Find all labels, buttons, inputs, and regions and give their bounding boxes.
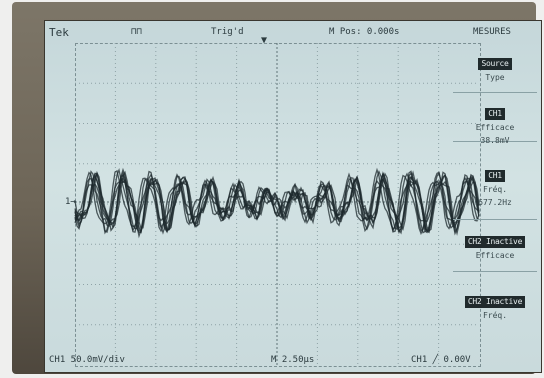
menu-separator xyxy=(453,219,537,220)
menu-reading: 677.2Hz xyxy=(478,198,512,207)
run-indicator: ⊓⊓ xyxy=(131,27,142,37)
menu-button-ch1-rms[interactable]: CH1 Efficace 38.8mV xyxy=(453,101,537,146)
menu-separator xyxy=(453,271,537,272)
ch1-scale: CH1 50.0mV/div xyxy=(49,355,125,365)
menu-value: Efficace xyxy=(475,123,515,132)
menu-value: Efficace xyxy=(475,251,515,260)
oscilloscope-screen: Tek ⊓⊓ Trig'd M Pos: 0.000s MESURES ▼ 1→… xyxy=(44,20,542,373)
trigger-status: Trig'd xyxy=(211,27,244,37)
menu-button-ch2-freq[interactable]: CH2 Inactive Fréq. xyxy=(453,289,537,321)
menu-reading: 38.8mV xyxy=(480,136,510,145)
menu-separator xyxy=(453,141,537,142)
menu-value: Type xyxy=(485,73,505,82)
menu-value: Fréq. xyxy=(482,311,508,320)
waveform-display xyxy=(74,43,480,365)
menu-tag: Source xyxy=(478,58,512,70)
menu-button-source[interactable]: Source Type xyxy=(453,51,537,83)
menu-tag: CH2 Inactive xyxy=(464,236,526,248)
ch1-ground-marker: 1→ xyxy=(65,197,76,207)
menu-button-ch2-rms[interactable]: CH2 Inactive Efficace xyxy=(453,229,537,261)
menu-value: Fréq. xyxy=(482,185,508,194)
timebase: M 2.50µs xyxy=(271,355,315,365)
menu-tag: CH1 xyxy=(485,108,505,120)
trigger-setting: CH1 ╱ 0.00V xyxy=(411,355,471,365)
brand-label: Tek xyxy=(49,26,69,39)
menu-tag: CH1 xyxy=(485,170,505,182)
waveform-trace xyxy=(74,167,480,235)
menu-tag: CH2 Inactive xyxy=(464,296,526,308)
menu-separator xyxy=(453,92,537,93)
menu-button-ch1-freq[interactable]: CH1 Fréq. 677.2Hz xyxy=(453,163,537,208)
trigger-marker: ▼ xyxy=(261,35,268,46)
measure-menu: Source Type CH1 Efficace 38.8mV CH1 Fréq… xyxy=(453,43,537,365)
waveform-trace xyxy=(74,172,480,239)
oscilloscope-bezel: Tek ⊓⊓ Trig'd M Pos: 0.000s MESURES ▼ 1→… xyxy=(12,2,542,374)
menu-title: MESURES xyxy=(473,27,511,37)
horizontal-position: M Pos: 0.000s xyxy=(329,27,400,37)
